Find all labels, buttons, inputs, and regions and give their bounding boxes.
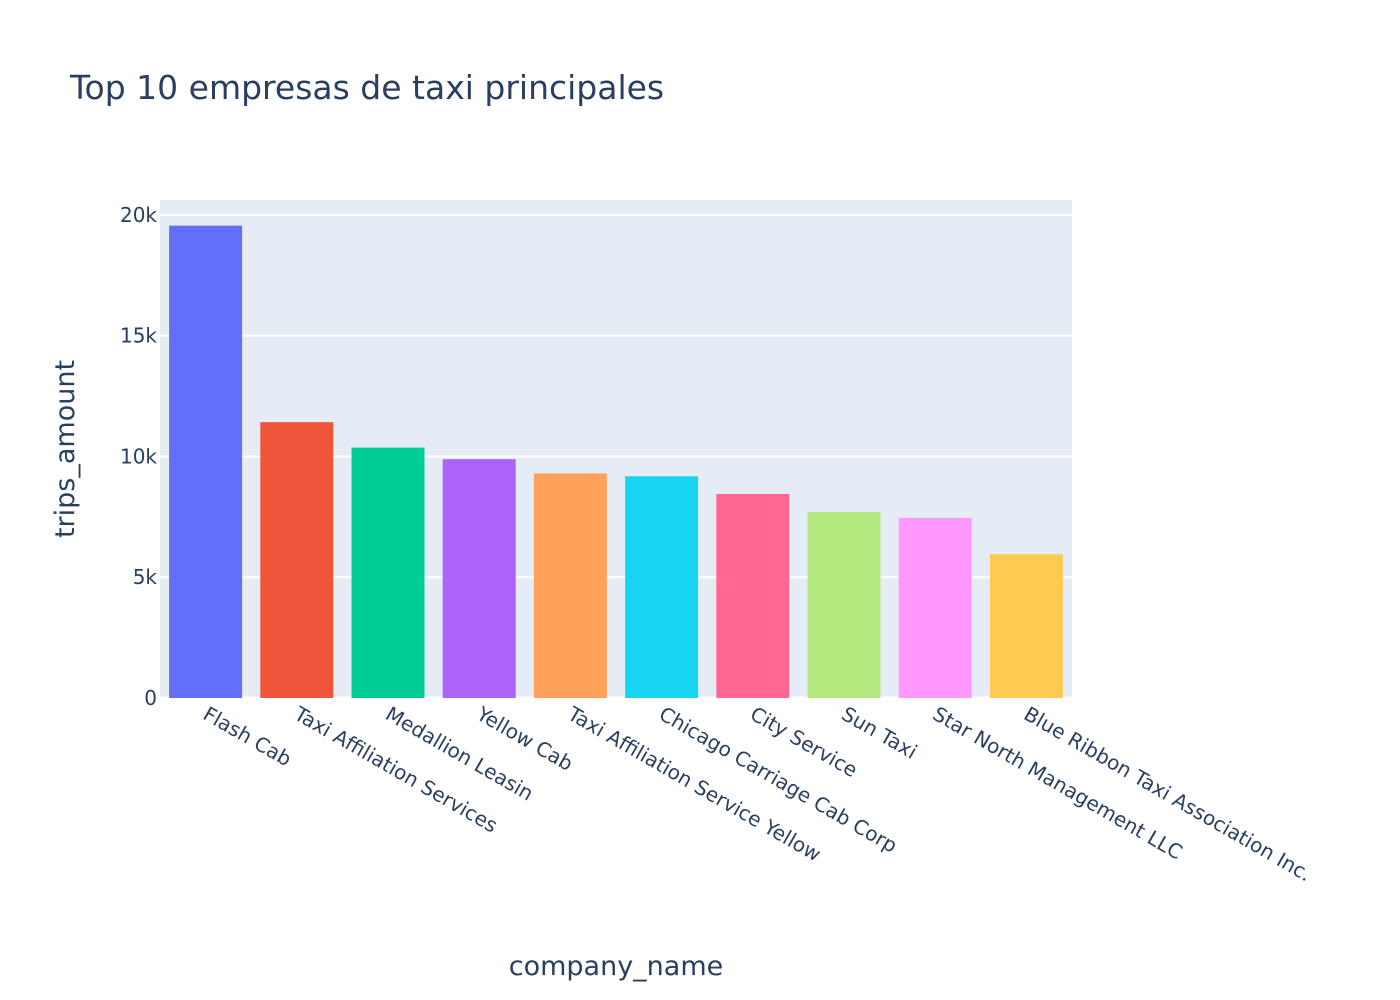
bar[interactable] bbox=[989, 554, 1063, 698]
bars bbox=[169, 225, 1063, 699]
y-tick-label: 15k bbox=[120, 324, 157, 348]
bar[interactable] bbox=[625, 476, 699, 698]
x-axis-title: company_name bbox=[509, 951, 724, 982]
y-axis-title: trips_amount bbox=[50, 360, 81, 538]
bar[interactable] bbox=[807, 512, 881, 698]
x-tick-label: Medallion Leasin bbox=[382, 702, 538, 806]
bar[interactable] bbox=[260, 422, 334, 698]
bar[interactable] bbox=[442, 459, 516, 698]
bar[interactable] bbox=[351, 447, 425, 698]
bar[interactable] bbox=[533, 473, 607, 698]
bar[interactable] bbox=[716, 493, 790, 698]
chart-title: Top 10 empresas de taxi principales bbox=[69, 68, 664, 107]
y-tick-label: 5k bbox=[133, 565, 158, 589]
bar[interactable] bbox=[898, 517, 972, 698]
y-tick-label: 10k bbox=[120, 444, 157, 468]
y-axis-ticks: 0 5k 10k 15k 20k bbox=[120, 203, 157, 710]
y-tick-label: 20k bbox=[120, 203, 157, 227]
x-tick-label: Flash Cab bbox=[199, 702, 296, 772]
bar[interactable] bbox=[169, 225, 243, 699]
y-tick-label: 0 bbox=[144, 686, 157, 710]
